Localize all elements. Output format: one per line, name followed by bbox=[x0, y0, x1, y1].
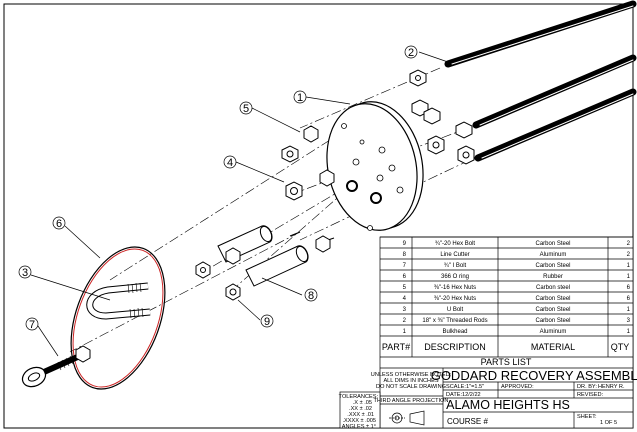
balloon-9: 9 bbox=[264, 316, 270, 328]
svg-text:366 O ring: 366 O ring bbox=[441, 274, 469, 280]
drby-value: HENRY R. bbox=[598, 384, 625, 390]
parts-list-cells: 9 ¾"-20 Hex Bolt Carbon Steel 2 8 Line C… bbox=[382, 241, 631, 367]
school-name: ALAMO HEIGHTS HS bbox=[446, 398, 570, 412]
col-qty-header: QTY bbox=[611, 342, 630, 352]
svg-text:¾"-20 Hex Bolt: ¾"-20 Hex Bolt bbox=[435, 241, 475, 247]
svg-text:18" x ⅜" Threaded Rods: 18" x ⅜" Threaded Rods bbox=[422, 318, 487, 324]
note-line-3: DO NOT SCALE DRAWING bbox=[376, 384, 446, 390]
svg-text:8: 8 bbox=[403, 252, 407, 258]
u-bolt bbox=[86, 282, 151, 320]
svg-text:2: 2 bbox=[403, 318, 407, 324]
balloon-2: 2 bbox=[408, 47, 414, 59]
balloon-5: 5 bbox=[243, 103, 249, 115]
col-material-header: MATERIAL bbox=[531, 342, 575, 352]
svg-text:3: 3 bbox=[403, 307, 407, 313]
sheet-border bbox=[3, 3, 634, 429]
svg-text:Carbon Steel: Carbon Steel bbox=[535, 307, 570, 313]
balloon-8: 8 bbox=[308, 290, 314, 302]
bulkhead bbox=[326, 101, 424, 231]
svg-text:⅜"-20 Hex Nuts: ⅜"-20 Hex Nuts bbox=[434, 296, 476, 302]
sheet-label: SHEET: bbox=[577, 414, 597, 420]
i-bolt bbox=[21, 345, 91, 388]
balloon-labels: 1 2 3 4 5 6 7 8 9 bbox=[22, 47, 414, 331]
svg-text:7: 7 bbox=[403, 263, 407, 269]
balloon-callouts bbox=[18, 45, 449, 357]
svg-text:4: 4 bbox=[403, 296, 407, 302]
cutter-nuts bbox=[195, 235, 331, 279]
svg-text:ANGLES ± 1°: ANGLES ± 1° bbox=[342, 424, 376, 430]
title-block bbox=[339, 368, 633, 429]
svg-text:6: 6 bbox=[627, 285, 631, 291]
svg-text:Carbon Steel: Carbon Steel bbox=[535, 263, 570, 269]
projection-label: THIRD ANGLE PROJECTION bbox=[374, 398, 449, 404]
svg-text:6: 6 bbox=[403, 274, 407, 280]
svg-text:Line Cutter: Line Cutter bbox=[440, 252, 469, 258]
col-description-header: DESCRIPTION bbox=[424, 342, 486, 352]
balloon-6: 6 bbox=[56, 218, 62, 230]
svg-text:Carbon steel: Carbon steel bbox=[536, 285, 570, 291]
balloon-7: 7 bbox=[29, 319, 35, 331]
svg-text:3: 3 bbox=[627, 318, 631, 324]
svg-text:2: 2 bbox=[627, 241, 631, 247]
approved-label: APPROVED: bbox=[501, 384, 534, 390]
parts-list-title: PARTS LIST bbox=[481, 357, 532, 367]
drawing-title: GODDARD RECOVERY ASSEMBLY bbox=[431, 368, 637, 383]
svg-text:Carbon Steel: Carbon Steel bbox=[535, 318, 570, 324]
svg-text:Aluminum: Aluminum bbox=[540, 329, 567, 335]
svg-text:Rubber: Rubber bbox=[543, 274, 563, 280]
svg-text:Bulkhead: Bulkhead bbox=[442, 329, 467, 335]
title-block-text: UNLESS OTHERWISE NOTED: ALL DIMS IN INCH… bbox=[339, 368, 637, 430]
svg-text:5: 5 bbox=[403, 285, 407, 291]
svg-text:.XXX ± .01: .XXX ± .01 bbox=[347, 412, 374, 418]
svg-text:Carbon Steel: Carbon Steel bbox=[535, 296, 570, 302]
tolerance-title: TOLERANCES: bbox=[339, 394, 379, 400]
svg-text:2: 2 bbox=[627, 252, 631, 258]
svg-text:Aluminum: Aluminum bbox=[540, 252, 567, 258]
balloon-4: 4 bbox=[227, 157, 233, 169]
scale-value: 1"=1.5" bbox=[466, 384, 484, 390]
svg-text:.XX ± .02: .XX ± .02 bbox=[349, 406, 372, 412]
svg-text:9: 9 bbox=[403, 241, 407, 247]
drby-label: DR. BY: bbox=[577, 384, 597, 390]
date-label: DATE: bbox=[446, 392, 463, 398]
svg-text:1: 1 bbox=[627, 274, 631, 280]
svg-text:U Bolt: U Bolt bbox=[447, 307, 464, 313]
svg-text:1: 1 bbox=[627, 263, 631, 269]
svg-text:1: 1 bbox=[627, 329, 631, 335]
note-line-2: ALL DIMS IN INCHES bbox=[383, 378, 438, 384]
svg-text:1: 1 bbox=[403, 329, 407, 335]
o-ring bbox=[70, 246, 166, 390]
balloon-3: 3 bbox=[22, 267, 28, 279]
svg-text:6: 6 bbox=[627, 296, 631, 302]
svg-text:Carbon Steel: Carbon Steel bbox=[535, 241, 570, 247]
threaded-rods bbox=[444, 0, 637, 162]
balloon-1: 1 bbox=[297, 92, 303, 104]
sheet-value: 1 OF 5 bbox=[600, 420, 617, 426]
svg-text:⅜"-16 Hex Nuts: ⅜"-16 Hex Nuts bbox=[434, 285, 476, 291]
course-label: COURSE # bbox=[447, 417, 488, 426]
svg-text:.XXXX ± .005: .XXXX ± .005 bbox=[342, 418, 376, 424]
rod-hex-nuts bbox=[409, 69, 475, 165]
hex-bolt bbox=[225, 283, 241, 301]
note-line-1: UNLESS OTHERWISE NOTED: bbox=[371, 372, 452, 378]
svg-text:¾" I Bolt: ¾" I Bolt bbox=[444, 263, 467, 269]
date-value: 12/2/22 bbox=[462, 392, 481, 398]
col-part-header: PART# bbox=[382, 342, 410, 352]
scale-label: SCALE: bbox=[446, 384, 466, 390]
left-hex-nuts bbox=[281, 125, 335, 201]
revised-label: REVISED: bbox=[577, 392, 604, 398]
svg-text:1: 1 bbox=[627, 307, 631, 313]
svg-text:.X ± .05: .X ± .05 bbox=[353, 400, 372, 406]
